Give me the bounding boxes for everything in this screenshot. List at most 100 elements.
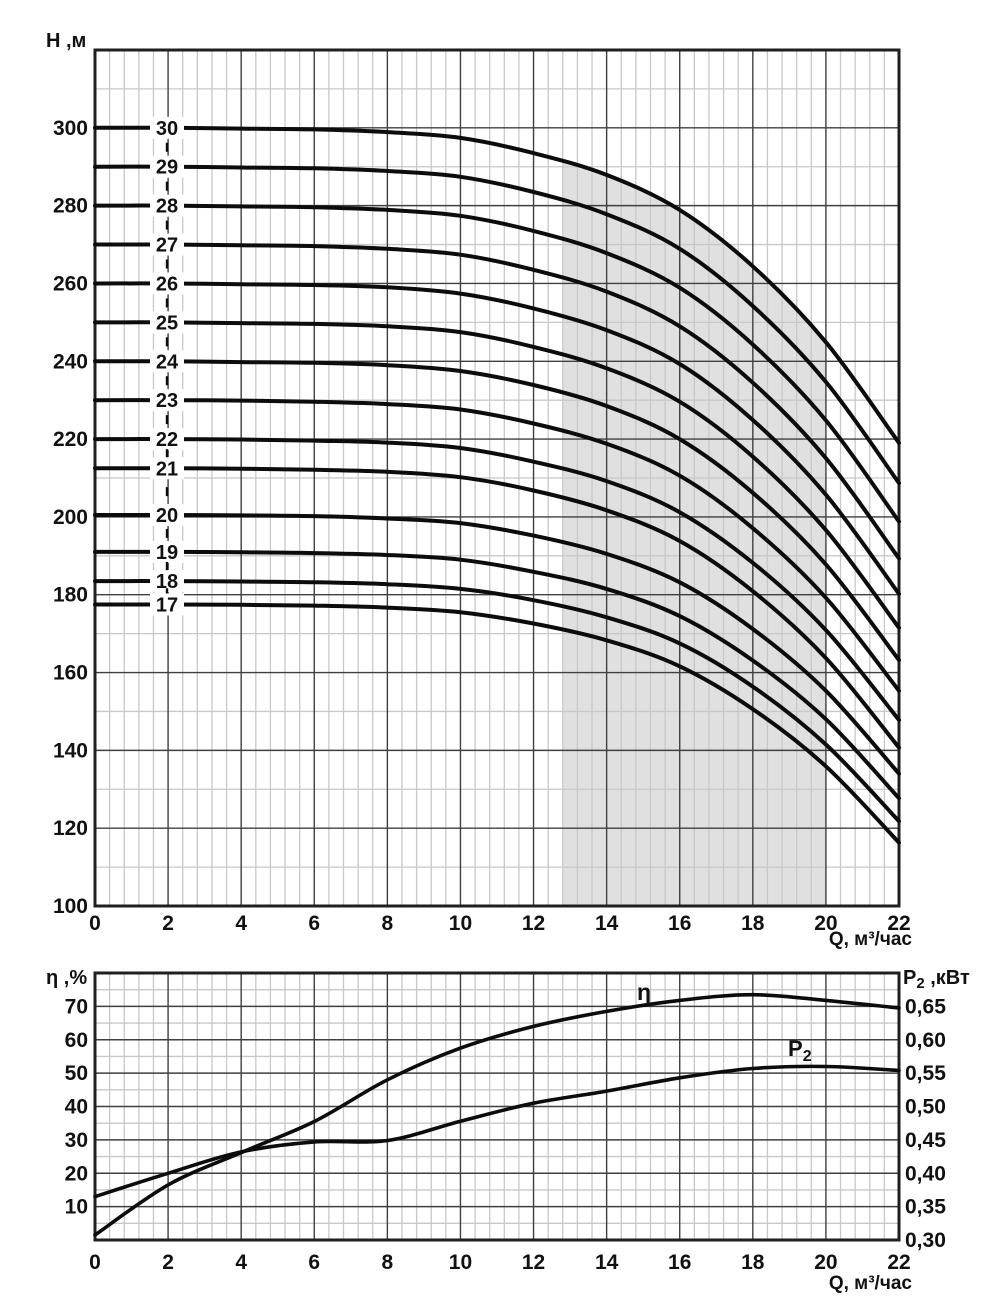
stage-label-19: 19 — [156, 542, 178, 564]
head-curve-18 — [93, 579, 901, 824]
bottom-chart-frame — [93, 971, 901, 1242]
stage-label-24: 24 — [156, 351, 179, 373]
x-tick-label-top: 14 — [595, 912, 619, 935]
y-tick-label-p2: 0,45 — [905, 1129, 946, 1152]
stage-label-box — [150, 428, 184, 451]
power-curve-label: P2 — [788, 1036, 812, 1065]
stage-label-box — [150, 593, 184, 616]
stage-label-22: 22 — [156, 429, 178, 451]
x-tick-label-top: 4 — [235, 912, 247, 935]
y-tick-label-top: 280 — [53, 195, 88, 218]
y-tick-label-p2: 0,55 — [905, 1062, 946, 1085]
y-tick-label-eta: 30 — [65, 1129, 88, 1152]
x-tick-label-top: 20 — [814, 912, 837, 935]
y-tick-label-p2: 0,40 — [905, 1162, 946, 1185]
stage-label-21: 21 — [156, 458, 178, 480]
y-tick-label-top: 140 — [53, 739, 88, 762]
y-tick-label-top: 260 — [53, 272, 88, 295]
x-tick-label-bottom: 16 — [668, 1251, 691, 1274]
head-curve-17 — [93, 602, 901, 845]
head-curve-29 — [93, 164, 901, 486]
stage-label-box — [150, 503, 184, 526]
stage-label-17: 17 — [156, 594, 178, 616]
stage-label-27: 27 — [156, 235, 178, 257]
head-curve-25 — [93, 320, 901, 630]
bottom-x-axis-title: Q, м³/час — [829, 1273, 913, 1294]
x-tick-label-bottom: 20 — [814, 1251, 837, 1274]
head-curve-26 — [93, 281, 901, 596]
top-x-axis-title: Q, м³/час — [829, 929, 913, 950]
bottom-right-axis-title: P2 ,кВт — [903, 967, 970, 992]
stage-label-25: 25 — [156, 312, 178, 334]
y-tick-label-eta: 70 — [65, 995, 88, 1018]
stage-label-28: 28 — [156, 196, 178, 218]
x-tick-label-top: 2 — [162, 912, 174, 935]
y-tick-label-eta: 20 — [65, 1162, 88, 1185]
stage-label-box — [150, 233, 184, 256]
stage-label-box — [150, 116, 184, 139]
stage-label-box — [150, 570, 184, 593]
y-tick-label-p2: 0,50 — [905, 1096, 946, 1119]
x-tick-label-top: 10 — [449, 912, 472, 935]
x-tick-label-bottom: 8 — [382, 1251, 394, 1274]
x-tick-label-top: 0 — [89, 912, 101, 935]
head-curve-27 — [93, 242, 901, 561]
stage-label-30: 30 — [156, 118, 178, 140]
y-tick-label-top: 300 — [53, 117, 88, 140]
y-tick-label-eta: 10 — [65, 1196, 88, 1219]
x-tick-label-top: 6 — [308, 912, 320, 935]
stage-label-box — [150, 272, 184, 295]
stage-label-18: 18 — [156, 571, 178, 593]
stage-label-box — [150, 350, 184, 373]
stage-label-26: 26 — [156, 273, 178, 295]
y-tick-label-p2: 0,30 — [905, 1229, 946, 1252]
top-chart-frame — [93, 48, 901, 908]
y-tick-label-p2: 0,60 — [905, 1029, 946, 1052]
stage-label-box — [150, 194, 184, 217]
power-curve — [93, 1064, 901, 1199]
bottom-left-axis-title: η ,% — [46, 967, 87, 989]
y-tick-label-top: 120 — [53, 817, 88, 840]
top-y-axis-title: H ,м — [46, 30, 86, 52]
x-tick-label-top: 18 — [741, 912, 765, 935]
x-tick-label-bottom: 12 — [522, 1251, 545, 1274]
head-curve-19 — [93, 549, 901, 801]
head-curve-22 — [93, 437, 901, 722]
x-tick-label-bottom: 6 — [308, 1251, 320, 1274]
stage-label-box — [150, 155, 184, 178]
x-tick-label-bottom: 18 — [741, 1251, 765, 1274]
y-tick-label-top: 220 — [53, 428, 88, 451]
stage-label-box — [150, 457, 184, 480]
x-tick-label-bottom: 0 — [89, 1251, 101, 1274]
y-tick-label-p2: 0,35 — [905, 1196, 946, 1219]
x-tick-label-top: 12 — [522, 912, 545, 935]
efficiency-curve-label: η — [637, 979, 651, 1005]
stage-label-box — [150, 311, 184, 334]
x-tick-label-bottom: 14 — [595, 1251, 619, 1274]
y-tick-label-eta: 60 — [65, 1029, 88, 1052]
stage-label-box — [150, 540, 184, 563]
x-tick-label-bottom: 10 — [449, 1251, 472, 1274]
head-curve-30 — [93, 125, 901, 445]
stage-label-20: 20 — [156, 505, 178, 527]
y-tick-label-top: 180 — [53, 584, 88, 607]
head-curve-23 — [93, 398, 901, 693]
x-tick-label-top: 22 — [887, 912, 910, 935]
head-curve-20 — [93, 512, 901, 776]
head-curve-24 — [93, 359, 901, 663]
x-tick-label-bottom: 22 — [887, 1251, 910, 1274]
head-curve-21 — [93, 466, 901, 750]
stage-label-23: 23 — [156, 390, 178, 412]
y-tick-label-top: 240 — [53, 350, 88, 373]
y-tick-label-eta: 50 — [65, 1062, 88, 1085]
stage-label-box — [150, 389, 184, 412]
efficiency-curve — [93, 992, 901, 1237]
x-tick-label-top: 16 — [668, 912, 691, 935]
y-tick-label-eta: 40 — [65, 1096, 88, 1119]
y-tick-label-top: 100 — [53, 895, 88, 918]
y-tick-label-top: 160 — [53, 662, 88, 685]
head-curve-28 — [93, 203, 901, 524]
y-tick-label-top: 200 — [53, 506, 88, 529]
